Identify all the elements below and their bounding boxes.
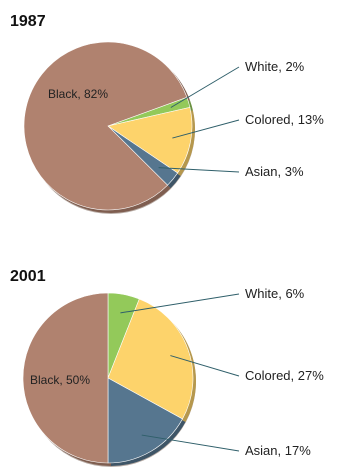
leader-line-colored (172, 119, 240, 139)
slice-label-colored: Colored, 13% (245, 112, 324, 127)
pie-chart-1987: Black, 82% White, 2% Colored, 13% Asian, 3%… (10, 13, 324, 214)
chart-title-2001: 2001 (10, 268, 46, 285)
leader-line-asian (158, 167, 240, 173)
pie-slice-colored (107, 298, 194, 420)
pie-chart-2001: Black, 50% White, 6% Colored, 27% Asian, 17… (10, 268, 324, 467)
slice-label-black: Black, 82% (48, 87, 108, 101)
chart-title-1987: 1987 (10, 13, 46, 30)
leader-line-white (120, 293, 240, 314)
pie-slice-colored (107, 107, 193, 174)
leader-line-colored (170, 355, 240, 377)
pie-slice-black (22, 292, 109, 464)
leader-line-asian (141, 434, 240, 452)
leader-line-white (170, 66, 240, 108)
slice-label-white: White, 6% (245, 286, 305, 301)
pie-slice-black (23, 41, 188, 211)
pie-slice-asian (107, 377, 183, 464)
slice-label-colored: Colored, 27% (245, 368, 324, 383)
slice-label-asian: Asian, 17% (245, 443, 311, 458)
slice-label-asian: Asian, 3% (245, 164, 304, 179)
slice-label-black: Black, 50% (30, 373, 90, 387)
slice-label-white: White, 2% (245, 59, 305, 74)
